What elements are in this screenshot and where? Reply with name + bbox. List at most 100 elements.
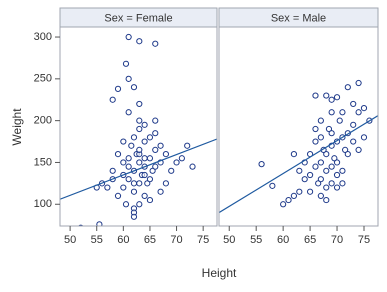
- point: [162, 150, 170, 158]
- point: [120, 184, 127, 191]
- point: [269, 182, 276, 189]
- point: [141, 171, 148, 179]
- x-tick-label: 70: [170, 234, 182, 246]
- x-tick-label: 60: [117, 234, 129, 246]
- point: [146, 176, 154, 183]
- fit-line: [60, 138, 217, 200]
- point: [290, 150, 298, 158]
- point: [157, 142, 164, 149]
- point: [328, 96, 335, 103]
- point: [104, 184, 111, 191]
- point: [296, 188, 303, 195]
- x-tick-label: 55: [250, 234, 262, 246]
- point: [122, 201, 130, 208]
- point: [333, 184, 341, 191]
- point: [141, 155, 148, 162]
- point: [355, 79, 362, 87]
- x-tick-label: 75: [197, 234, 209, 246]
- panel-title: Sex = Male: [271, 12, 326, 24]
- point: [317, 192, 324, 199]
- point: [109, 167, 116, 174]
- point: [114, 85, 122, 92]
- point: [141, 138, 148, 145]
- point: [125, 155, 132, 162]
- point: [146, 196, 154, 204]
- point: [323, 92, 330, 99]
- point: [136, 125, 143, 133]
- point: [130, 134, 138, 141]
- point: [344, 84, 351, 91]
- point: [114, 150, 122, 158]
- point: [125, 163, 132, 170]
- x-tick-label: 55: [91, 234, 103, 246]
- point: [360, 134, 368, 141]
- y-tick-label: 250: [34, 73, 52, 85]
- point: [317, 159, 324, 166]
- point: [290, 192, 298, 199]
- point: [317, 134, 324, 141]
- point: [152, 163, 159, 170]
- point: [157, 188, 164, 195]
- point: [152, 117, 159, 124]
- point: [285, 196, 292, 204]
- point: [336, 117, 343, 124]
- point: [258, 161, 265, 168]
- point: [328, 109, 335, 116]
- point: [122, 60, 130, 67]
- point: [333, 159, 341, 166]
- y-tick-label: 150: [34, 156, 52, 168]
- panel-border: [218, 26, 379, 227]
- point: [323, 184, 330, 191]
- point: [323, 150, 330, 158]
- point: [96, 221, 103, 226]
- panel-title: Sex = Female: [104, 12, 172, 24]
- point: [312, 163, 319, 170]
- panel-border: [59, 26, 218, 227]
- plot-area: [60, 33, 217, 226]
- point: [328, 163, 335, 170]
- point: [312, 92, 319, 99]
- point: [130, 180, 138, 187]
- point: [350, 121, 357, 128]
- point: [173, 159, 180, 166]
- point: [339, 167, 346, 174]
- point: [312, 125, 319, 133]
- point: [339, 109, 346, 116]
- point: [350, 100, 357, 108]
- point: [136, 100, 143, 108]
- point: [130, 213, 138, 220]
- plot-area: [219, 79, 378, 214]
- point: [125, 176, 132, 183]
- point: [178, 155, 185, 162]
- point: [323, 167, 330, 174]
- point: [146, 134, 154, 141]
- point: [162, 180, 170, 187]
- point: [331, 155, 338, 162]
- point: [342, 146, 349, 154]
- y-axis-label: Weight: [10, 108, 24, 146]
- point: [130, 188, 138, 195]
- point: [136, 201, 143, 208]
- point: [152, 146, 159, 154]
- x-tick-label: 65: [304, 234, 316, 246]
- point: [317, 117, 324, 124]
- x-tick-label: 65: [144, 234, 156, 246]
- point: [315, 180, 322, 187]
- point: [280, 201, 287, 208]
- point: [136, 146, 143, 154]
- point: [120, 159, 127, 166]
- point: [109, 96, 116, 103]
- point: [333, 94, 341, 101]
- point: [344, 150, 351, 158]
- point: [136, 159, 143, 166]
- point: [328, 180, 335, 187]
- point: [125, 109, 132, 116]
- point: [141, 192, 148, 199]
- point: [339, 180, 346, 187]
- point: [146, 155, 154, 162]
- point: [136, 117, 143, 124]
- point: [306, 188, 314, 195]
- point: [152, 40, 159, 47]
